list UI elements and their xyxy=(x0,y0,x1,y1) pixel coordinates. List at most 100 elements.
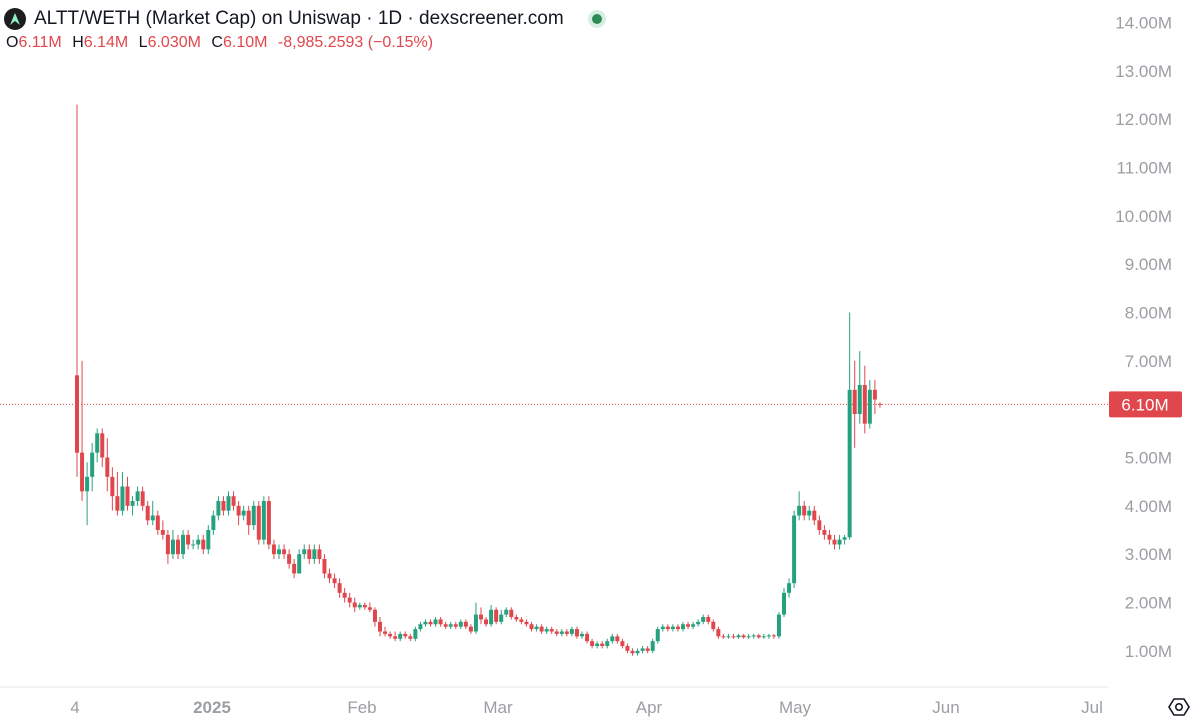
candle xyxy=(216,496,221,521)
chart-title: ALTT/WETH (Market Cap) on Uniswap · 1D ·… xyxy=(34,8,564,29)
candle-body xyxy=(393,636,398,639)
candle xyxy=(176,534,180,559)
candle xyxy=(297,549,302,574)
candle xyxy=(398,631,403,642)
candle xyxy=(817,515,822,535)
candle-body xyxy=(271,544,276,555)
candle-body xyxy=(630,650,635,654)
candle xyxy=(761,633,766,639)
y-tick-label: 7.00M xyxy=(1125,352,1172,371)
candle-body xyxy=(150,515,155,521)
candle xyxy=(696,619,701,627)
candle xyxy=(837,534,842,550)
candle xyxy=(625,643,630,654)
x-tick-label: May xyxy=(779,698,812,717)
candle-body xyxy=(165,534,170,555)
y-tick-label: 14.00M xyxy=(1115,14,1172,33)
candle xyxy=(655,626,660,644)
candle-body xyxy=(691,624,696,627)
candle-body xyxy=(569,629,574,634)
x-tick-label: 2025 xyxy=(193,698,231,717)
low-value: 6.030M xyxy=(147,34,201,51)
candle xyxy=(630,648,635,656)
candle xyxy=(635,648,640,656)
candle-body xyxy=(221,501,226,511)
candle-body xyxy=(665,626,670,630)
candle xyxy=(307,544,312,564)
candle-body xyxy=(756,635,761,638)
candle-body xyxy=(802,505,807,516)
candle-body xyxy=(857,385,862,414)
candle-body xyxy=(489,609,494,625)
candle-body xyxy=(322,559,327,574)
candle-body xyxy=(448,624,453,627)
y-tick-label: 5.00M xyxy=(1125,449,1172,468)
candle-body xyxy=(191,544,196,546)
candle xyxy=(741,633,746,639)
open-label: O xyxy=(6,34,19,51)
candle xyxy=(342,588,347,603)
candle xyxy=(751,633,756,639)
candle xyxy=(211,510,216,535)
candle xyxy=(357,602,362,610)
candle-body xyxy=(327,573,332,579)
high-value: 6.14M xyxy=(83,34,129,51)
candle xyxy=(711,619,716,632)
candle-body xyxy=(463,621,468,627)
candle xyxy=(605,638,610,649)
y-tick-label: 3.00M xyxy=(1125,545,1172,564)
chart-settings-button[interactable] xyxy=(1168,696,1190,718)
candle-body xyxy=(443,624,448,627)
candle xyxy=(615,633,620,644)
candle xyxy=(822,525,827,540)
y-tick-label: 13.00M xyxy=(1115,62,1172,81)
candle-body xyxy=(403,633,408,637)
candle xyxy=(277,544,281,559)
y-tick-label: 8.00M xyxy=(1125,304,1172,323)
candle xyxy=(85,462,90,526)
candle xyxy=(842,534,847,545)
candle xyxy=(327,568,332,584)
candle-body xyxy=(90,452,95,477)
candle xyxy=(529,621,534,632)
candle xyxy=(564,629,569,637)
dexscreener-logo-icon xyxy=(4,8,26,30)
candle-body xyxy=(398,633,403,639)
last-price-tag: 6.10M xyxy=(1109,391,1182,418)
candle-body xyxy=(100,433,105,458)
candle-body xyxy=(524,621,529,625)
candle-body xyxy=(372,609,377,622)
candle xyxy=(862,365,867,434)
candle-body xyxy=(95,433,100,453)
candle xyxy=(670,624,675,632)
candle xyxy=(499,609,504,625)
candle-body xyxy=(590,641,595,646)
candle xyxy=(519,617,524,625)
candle-body xyxy=(342,592,347,598)
candle-body xyxy=(580,633,584,637)
y-tick-label: 10.00M xyxy=(1115,207,1172,226)
candle-body xyxy=(499,614,504,622)
candle xyxy=(191,539,196,550)
candle-body xyxy=(504,609,509,615)
candle-body xyxy=(484,619,489,625)
candle xyxy=(443,621,448,630)
candle-body xyxy=(438,619,443,625)
candle xyxy=(539,624,544,634)
candle xyxy=(484,617,489,627)
candle xyxy=(403,631,408,639)
candle xyxy=(771,633,776,639)
candle-body xyxy=(357,604,362,608)
y-tick-label: 11.00M xyxy=(1117,159,1172,178)
candle xyxy=(559,629,564,637)
candle-body xyxy=(277,549,281,555)
candle-body xyxy=(160,530,165,535)
candle xyxy=(782,588,786,617)
candle-body xyxy=(135,491,140,501)
candle xyxy=(221,496,226,516)
candle xyxy=(585,631,590,644)
candle xyxy=(458,619,463,630)
candle-body xyxy=(574,629,579,637)
candle-body xyxy=(130,501,135,506)
